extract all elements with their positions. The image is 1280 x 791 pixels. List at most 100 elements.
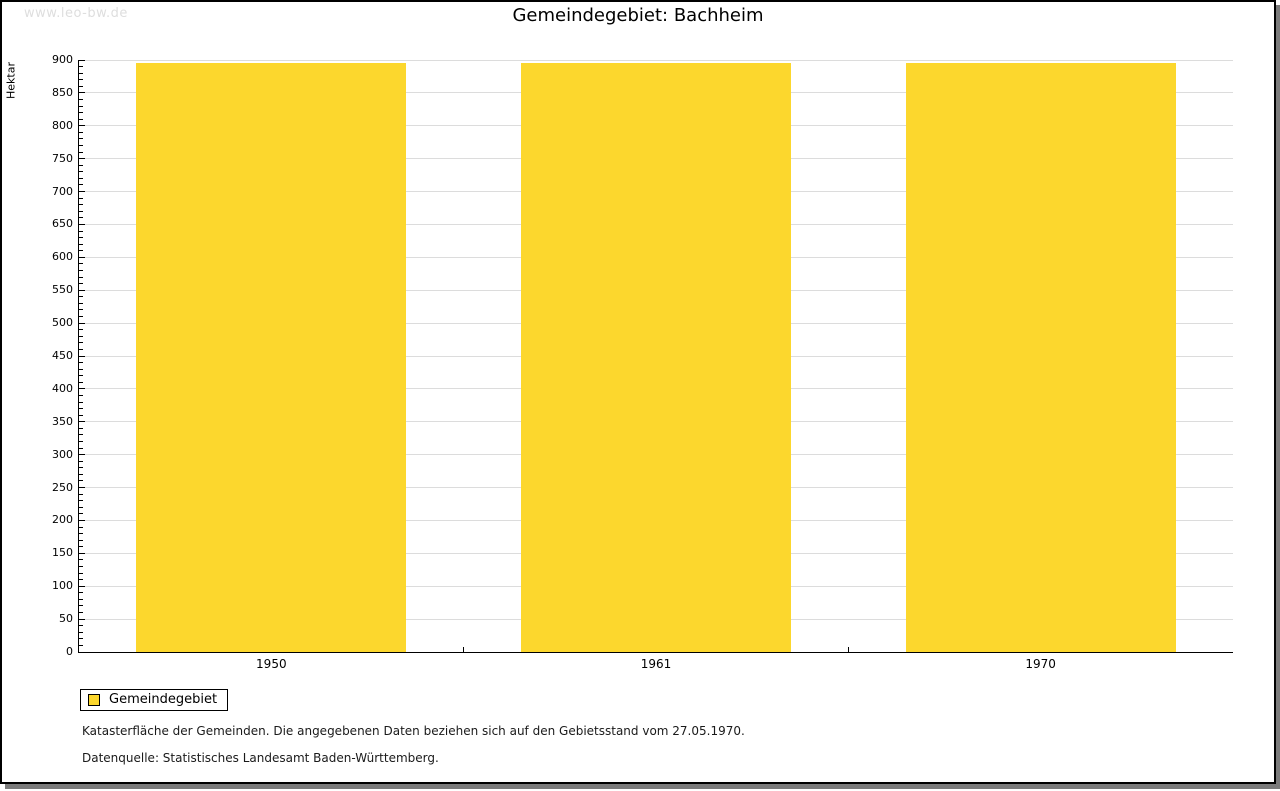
- chart-title: Gemeindegebiet: Bachheim: [512, 5, 764, 26]
- footer-description: Katasterfläche der Gemeinden. Die angege…: [82, 724, 745, 738]
- y-axis-tick: [79, 585, 85, 587]
- y-axis-tick: [79, 138, 83, 140]
- y-axis-tick: [79, 171, 83, 173]
- y-axis-tick: [79, 223, 85, 225]
- y-axis-tick: [79, 414, 83, 416]
- y-axis-tick: [79, 401, 83, 403]
- y-axis-tick: [79, 408, 83, 410]
- y-axis-tick: [79, 493, 83, 495]
- y-axis-tick: [79, 250, 83, 252]
- y-axis-tick: [79, 145, 83, 146]
- y-axis-tick-label: 800: [52, 118, 73, 132]
- y-axis-tick: [79, 572, 83, 574]
- y-axis-tick: [79, 612, 83, 614]
- y-axis-tick: [79, 72, 83, 74]
- y-axis-tick-label: 700: [52, 184, 73, 198]
- y-axis-tick: [79, 539, 83, 541]
- y-axis-tick: [79, 460, 83, 462]
- y-axis-tick: [79, 638, 83, 640]
- y-axis-tick: [79, 605, 83, 607]
- y-axis-tick: [79, 92, 85, 94]
- y-axis-tick: [79, 316, 83, 318]
- y-axis-tick: [79, 191, 85, 193]
- y-axis-tick: [79, 381, 83, 383]
- y-axis-tick: [79, 519, 85, 521]
- y-axis-tick: [79, 230, 83, 232]
- watermark: www.leo-bw.de: [24, 6, 128, 21]
- x-axis-label: 1961: [640, 657, 672, 671]
- y-axis-tick: [79, 276, 83, 278]
- y-axis-tick: [79, 164, 83, 166]
- y-axis-tick: [79, 335, 83, 337]
- y-axis-tick-label: 650: [52, 217, 73, 231]
- y-axis-tick: [79, 210, 83, 212]
- y-axis-tick-label: 500: [52, 316, 73, 330]
- y-axis-tick: [79, 302, 83, 304]
- y-axis-tick: [79, 375, 83, 377]
- plot-area: 0 50 100 150 200 250 300 350 400 450 500 550 600 650 7…: [52, 54, 1233, 671]
- y-axis-tick: [79, 355, 85, 357]
- y-axis-tick: [79, 394, 83, 396]
- y-axis-tick: [79, 565, 83, 567]
- legend-swatch-icon: [88, 694, 100, 706]
- y-axis-tick: [79, 487, 85, 489]
- gridline: [79, 59, 1233, 61]
- y-axis-tick-label: 600: [52, 250, 73, 264]
- x-axis-tick: [463, 647, 465, 652]
- y-axis-tick: [79, 618, 85, 620]
- y-axis-tick-label: 400: [52, 381, 73, 395]
- y-axis-tick: [79, 243, 83, 245]
- y-axis-tick: [79, 329, 83, 331]
- y-axis-tick: [79, 467, 83, 469]
- y-axis-tick: [79, 217, 83, 219]
- y-axis-tick: [79, 118, 83, 120]
- y-axis-tick-label: 0: [66, 645, 73, 658]
- y-axis-tick: [79, 348, 83, 350]
- y-axis-tick: [79, 559, 83, 561]
- y-axis-title: Hektar: [4, 62, 18, 99]
- y-axis-tick: [79, 447, 83, 449]
- y-axis-tick: [79, 579, 83, 581]
- y-axis-tick: [79, 598, 83, 600]
- bar-1950[interactable]: [136, 63, 407, 652]
- y-axis-tick: [79, 388, 85, 390]
- y-axis-tick: [79, 625, 83, 627]
- y-axis-tick: [79, 546, 83, 548]
- y-axis-tick: [79, 644, 83, 646]
- y-axis-tick-label: 850: [52, 85, 73, 99]
- y-axis-tick: [79, 283, 83, 285]
- y-axis-tick-label: 350: [52, 414, 73, 428]
- y-axis-tick-label: 250: [52, 480, 73, 494]
- y-axis-tick-label: 750: [52, 151, 73, 165]
- y-axis-tick: [79, 421, 85, 423]
- legend-label: Gemeindegebiet: [109, 692, 218, 707]
- y-axis-tick-label: 200: [52, 513, 73, 527]
- y-axis-tick: [79, 79, 83, 81]
- y-axis-tick: [79, 98, 83, 100]
- y-axis-tick-label: 100: [52, 579, 73, 593]
- y-axis-tick: [79, 131, 83, 133]
- y-axis-tick: [79, 289, 85, 291]
- y-axis-tick: [79, 552, 85, 554]
- bar-1970[interactable]: [905, 63, 1176, 652]
- y-axis-tick: [79, 434, 83, 436]
- y-axis-tick: [79, 441, 83, 442]
- y-axis-tick: [79, 66, 83, 68]
- y-axis-tick: [79, 592, 83, 594]
- y-axis-tick: [79, 362, 83, 364]
- y-axis-tick: [79, 105, 83, 107]
- y-axis-tick: [79, 204, 83, 206]
- y-axis-tick: [79, 368, 83, 370]
- x-axis-tick: [847, 647, 849, 652]
- y-axis-tick: [79, 151, 83, 153]
- y-axis-tick: [79, 263, 83, 265]
- y-axis-tick: [79, 296, 83, 298]
- y-axis-tick: [79, 197, 83, 199]
- y-axis-tick: [79, 473, 83, 475]
- y-axis-tick: [79, 480, 83, 482]
- y-axis-tick-label: 550: [52, 283, 73, 297]
- y-axis-tick: [79, 269, 83, 271]
- y-axis-tick: [79, 513, 83, 515]
- bar-1961[interactable]: [521, 63, 791, 652]
- y-axis-tick: [79, 184, 83, 186]
